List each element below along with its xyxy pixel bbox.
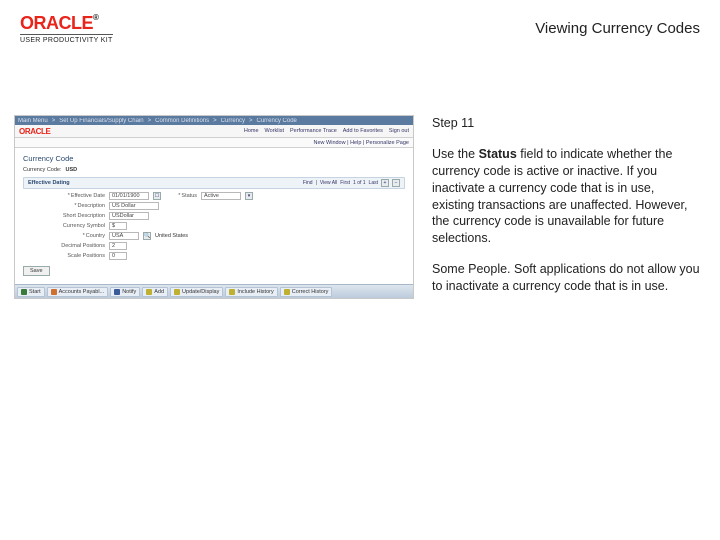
brand-subtitle: USER PRODUCTIVITY KIT [20,34,113,44]
scale-positions-label: Scale Positions [41,253,105,259]
taskbar-item[interactable]: Start [17,287,45,297]
app-mini-logo: ORACLE [19,127,50,136]
record-counter: 1 of 1 [353,180,366,186]
add-row-button[interactable]: + [381,179,389,187]
short-desc-label: Short Description [41,213,105,219]
currency-symbol-input[interactable]: $ [109,222,127,230]
taskbar-item[interactable]: Correct History [280,287,333,297]
taskbar-item[interactable]: Notify [110,287,140,297]
short-desc-input[interactable]: USDollar [109,212,149,220]
last-link[interactable]: Last [369,180,378,186]
app-subnav[interactable]: New Window | Help | Personalize Page [15,138,413,148]
toplink-worklist[interactable]: Worklist [265,128,284,134]
breadcrumb-item[interactable]: Currency Code [257,118,297,124]
eff-dating-label: Effective Dating [28,180,70,186]
calendar-icon[interactable]: ☐ [153,192,161,200]
eff-date-input[interactable]: 01/01/1900 [109,192,149,200]
find-link[interactable]: Find [303,180,313,186]
chevron-down-icon[interactable]: ▾ [245,192,253,200]
breadcrumb-item[interactable]: Common Definitions [155,118,209,124]
status-select[interactable]: Active [201,192,241,200]
form-heading: Currency Code [23,154,405,163]
brand-logo: ORACLE® USER PRODUCTIVITY KIT [20,14,113,44]
instruction-paragraph-2: Some People. Soft applications do not al… [432,261,700,295]
effective-dating-section: Effective Dating Find| View All First 1 … [23,177,405,189]
breadcrumb-item[interactable]: Main Menu [18,118,48,124]
app-second-bar: ORACLE Home Worklist Performance Trace A… [15,125,413,138]
instruction-panel: Step 11 Use the Status field to indicate… [432,115,700,309]
toplink-signout[interactable]: Sign out [389,128,409,134]
code-label: Currency Code: [23,167,62,173]
app-breadcrumb-bar: Main Menu> Set Up Financials/Supply Chai… [15,116,413,125]
taskbar-item[interactable]: Update/Display [170,287,223,297]
step-label: Step 11 [432,115,700,132]
decimal-positions-input[interactable]: 2 [109,242,127,250]
decimal-positions-label: Decimal Positions [41,243,105,249]
description-label: Description [41,203,105,209]
app-screenshot: Main Menu> Set Up Financials/Supply Chai… [14,115,414,299]
taskbar-item[interactable]: Add [142,287,168,297]
page-title: Viewing Currency Codes [535,14,700,37]
taskbar-item[interactable]: Include History [225,287,277,297]
lookup-icon[interactable]: 🔍 [143,232,151,240]
breadcrumb-item[interactable]: Currency [221,118,245,124]
taskbar-item[interactable]: Accounts Payabl... [47,287,109,297]
toplink-home[interactable]: Home [244,128,259,134]
scale-positions-input[interactable]: 0 [109,252,127,260]
instruction-paragraph-1: Use the Status field to indicate whether… [432,146,700,247]
save-button[interactable]: Save [23,266,50,276]
view-all-link[interactable]: View All [320,180,337,186]
country-input[interactable]: USA [109,232,139,240]
breadcrumb-item[interactable]: Set Up Financials/Supply Chain [59,118,143,124]
currency-symbol-label: Currency Symbol [41,223,105,229]
status-label: Status [165,193,197,199]
toplink-add-fav[interactable]: Add to Favorites [343,128,383,134]
first-link[interactable]: First [340,180,350,186]
eff-date-label: Effective Date [41,193,105,199]
country-label: Country [41,233,105,239]
code-value: USD [66,167,78,173]
oracle-wordmark: ORACLE® [20,14,113,32]
toplink-perf-trace[interactable]: Performance Trace [290,128,337,134]
description-input[interactable]: US Dollar [109,202,159,210]
country-text: United States [155,233,188,239]
delete-row-button[interactable]: − [392,179,400,187]
taskbar: Start Accounts Payabl... Notify Add Upda… [15,284,413,298]
